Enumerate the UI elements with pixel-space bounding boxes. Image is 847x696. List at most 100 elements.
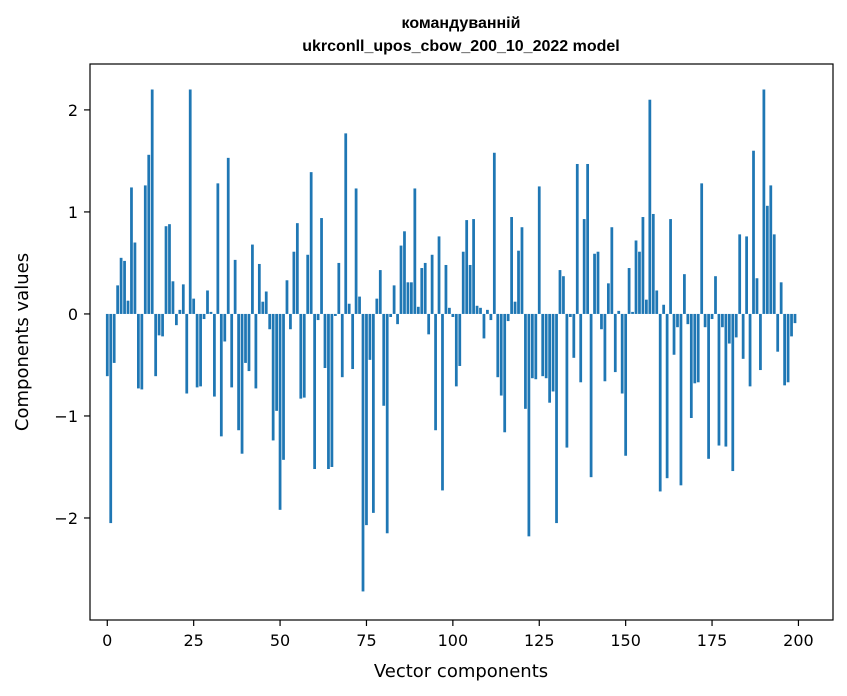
bar [499,313,503,396]
bar [233,259,237,314]
bar [707,313,710,459]
bar [669,219,672,314]
bar [361,313,365,592]
bar [295,223,299,314]
bar [579,313,583,383]
bar [617,310,621,314]
bar [112,313,116,363]
bar [268,313,272,330]
bar [651,213,655,314]
bar [603,313,607,382]
bar [320,218,323,314]
bar [634,240,638,314]
bar [793,313,797,324]
bar [444,264,448,314]
bar [524,313,527,409]
bar [448,307,451,314]
bar [783,313,786,386]
bar [192,298,196,314]
bar [157,313,161,336]
bar [116,285,120,314]
bar [696,313,700,383]
bar [437,236,441,314]
bar [378,270,382,314]
bar [645,299,648,314]
chart-subtitle: ukrconll_upos_cbow_200_10_2022 model [302,38,619,55]
bar [244,313,247,363]
bar [385,313,389,534]
bar [752,150,755,314]
bar [534,313,538,380]
bar [105,313,109,377]
bar [399,245,403,314]
bar [423,262,427,314]
bar [772,234,776,314]
y-tick-label: 1 [68,203,78,222]
bar [486,309,489,314]
bar [365,313,368,526]
bar [264,291,268,314]
bar [382,313,386,406]
bar [213,313,216,397]
bar [109,313,113,524]
bar [171,281,175,314]
bar [641,217,645,314]
bar [123,260,126,314]
bar [496,313,500,378]
bar [223,313,227,342]
y-axis-label: Components values [12,253,33,431]
bar [271,313,275,441]
bar [482,313,486,339]
x-tick-label: 150 [610,631,641,650]
bar [627,268,631,314]
y-tick-label: 2 [68,101,78,120]
bar [188,89,192,314]
bar [354,188,358,314]
bar [358,296,361,314]
bar [506,313,510,322]
bar [468,264,472,314]
bar [541,313,545,377]
bar [606,283,610,314]
bar [289,313,292,330]
y-tick-label: −1 [54,407,78,426]
bar [195,313,199,388]
bar [638,251,641,314]
bar [721,313,724,328]
bar [206,290,209,314]
bar [164,226,168,314]
bar [714,276,717,314]
bar [786,313,790,383]
bar [762,89,766,314]
bar [309,172,313,314]
x-tick-label: 75 [356,631,376,650]
bar [648,99,652,314]
bar [130,187,133,314]
bar [168,224,171,314]
bar [517,250,520,314]
axes: 0 25 50 75 100 125 150 175 200 −2 −1 0 1 2 [54,101,813,650]
x-axis-label: Vector components [374,661,548,682]
bar [600,313,603,330]
bar [285,280,289,314]
bar [492,152,496,314]
bar [686,313,690,325]
bar [624,313,628,456]
bar [140,313,144,390]
bar [406,282,410,314]
bar [375,298,379,314]
bar [544,313,548,379]
bar [693,313,697,384]
bar [679,313,683,486]
bar [371,313,375,513]
bar [278,313,282,510]
bar [451,313,455,317]
bar [340,313,344,378]
bar [327,313,330,470]
x-tick-label: 50 [270,631,290,650]
bar [731,313,735,472]
bar [489,313,493,321]
bar [420,268,424,314]
bar [655,290,659,314]
